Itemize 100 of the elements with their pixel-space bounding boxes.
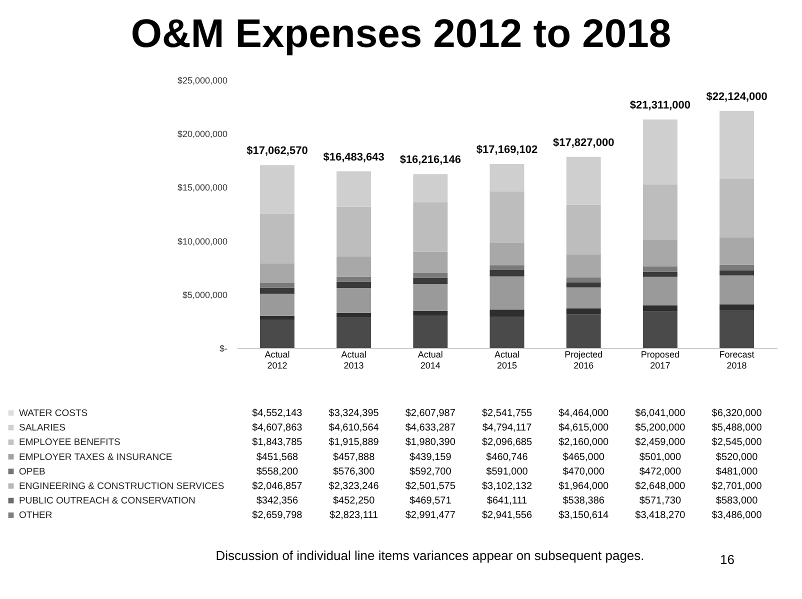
bar	[336, 256, 372, 277]
bar	[720, 264, 754, 270]
total-label: $22,124,000	[706, 90, 768, 103]
data-label: $4,633,287	[405, 422, 456, 434]
data-label: $2,046,857	[252, 481, 303, 492]
data-label: $2,545,000	[712, 437, 762, 448]
data-label: $2,541,755	[482, 408, 532, 419]
data-label: $4,794,117	[482, 422, 532, 434]
y-tick-label: $20,000,000	[177, 129, 228, 140]
bar	[336, 318, 372, 348]
bar	[413, 284, 448, 311]
x-tick-label: Actual 2013	[341, 350, 366, 370]
legend-label: ENGINEERING & CONSTRUCTION SERVICES	[19, 481, 224, 492]
data-label: $3,486,000	[712, 510, 762, 522]
bar	[260, 214, 294, 264]
data-label: $4,610,564	[328, 422, 380, 434]
x-tick-label: Actual 2015	[494, 350, 520, 370]
data-label: $641,111	[486, 496, 528, 507]
bar	[642, 276, 678, 306]
bar	[260, 283, 294, 288]
x-tick-label: Actual 2012	[264, 350, 290, 370]
bar	[642, 120, 678, 184]
data-label: $470,000	[562, 466, 605, 478]
bar	[490, 191, 524, 243]
bar	[720, 304, 754, 311]
x-tick-label: Actual 2014	[418, 350, 443, 370]
data-label: $1,964,000	[558, 481, 610, 492]
bar	[642, 266, 678, 272]
data-label: $2,160,000	[558, 437, 610, 448]
bar	[260, 294, 294, 316]
data-label: $2,096,685	[482, 437, 532, 448]
bar	[642, 272, 678, 277]
data-label: $538,386	[562, 496, 605, 507]
legend-label: OTHER	[19, 510, 52, 522]
legend-label: EMPLOYEE BENEFITS	[19, 437, 120, 448]
data-label: $3,102,132	[482, 481, 532, 492]
data-label: $452,250	[332, 496, 376, 507]
legend-label: WATER COSTS	[19, 408, 88, 419]
text: 16	[720, 552, 734, 567]
data-label: $592,700	[410, 466, 452, 478]
data-label: $451,568	[256, 452, 298, 463]
x-tick-label: Projected 2016	[564, 350, 603, 370]
bar	[490, 270, 524, 276]
data-label: $342,356	[256, 496, 298, 507]
legend-label: OPEB	[19, 466, 46, 478]
bar	[566, 254, 601, 278]
bar	[490, 310, 524, 316]
bar	[336, 276, 372, 282]
data-label: $439,159	[410, 452, 452, 463]
bar	[260, 316, 294, 320]
bar	[413, 316, 448, 348]
data-label: $460,746	[486, 452, 528, 463]
data-label: $457,888	[332, 452, 376, 463]
data-label: $465,000	[562, 452, 605, 463]
bar	[720, 110, 754, 179]
bar	[490, 242, 524, 266]
data-label: $2,501,575	[405, 481, 456, 492]
total-label: $17,169,102	[476, 144, 538, 156]
data-label: $472,000	[639, 466, 682, 478]
bar	[720, 270, 754, 276]
bar	[336, 282, 372, 288]
total-label: $17,827,000	[553, 136, 614, 149]
bar	[566, 204, 601, 254]
data-label: $6,041,000	[635, 408, 686, 419]
bar	[720, 310, 754, 348]
data-label: $5,488,000	[712, 422, 762, 434]
bar	[336, 171, 372, 207]
data-label: $2,991,477	[405, 510, 456, 522]
bar	[260, 288, 294, 294]
total-label: $16,483,643	[323, 151, 384, 164]
data-label: $576,300	[332, 466, 376, 478]
y-tick-label: $5,000,000	[182, 290, 228, 300]
total-label: $21,311,000	[630, 100, 690, 112]
bar	[413, 202, 448, 252]
y-tick-label: $10,000,000	[177, 236, 228, 246]
legend-label: SALARIES	[19, 422, 66, 434]
legend-label: PUBLIC OUTREACH & CONSERVATION	[19, 496, 196, 507]
data-label: $2,941,556	[482, 510, 532, 522]
data-label: $558,200	[256, 466, 298, 478]
data-label: $2,459,000	[635, 437, 686, 448]
bar	[490, 276, 524, 310]
data-label: $2,659,798	[252, 510, 303, 522]
data-label: $4,552,143	[252, 408, 303, 419]
data-label: $501,000	[639, 452, 682, 463]
data-label: $481,000	[716, 466, 758, 478]
y-tick-label: $25,000,000	[177, 76, 228, 86]
bar	[642, 240, 678, 266]
data-label: $3,150,614	[558, 510, 610, 522]
total-label: $16,216,146	[400, 154, 461, 166]
chart-title: O&M Expenses 2012 to 2018	[130, 12, 672, 57]
data-label: $5,200,000	[635, 422, 686, 434]
bar	[260, 263, 294, 284]
bar	[642, 311, 678, 348]
data-label: $1,980,390	[405, 437, 456, 448]
bar	[336, 206, 372, 256]
data-label: $1,843,785	[252, 437, 303, 448]
bar	[720, 178, 754, 238]
data-label: $1,915,889	[328, 437, 380, 448]
bar	[720, 237, 754, 265]
bar	[413, 278, 448, 284]
